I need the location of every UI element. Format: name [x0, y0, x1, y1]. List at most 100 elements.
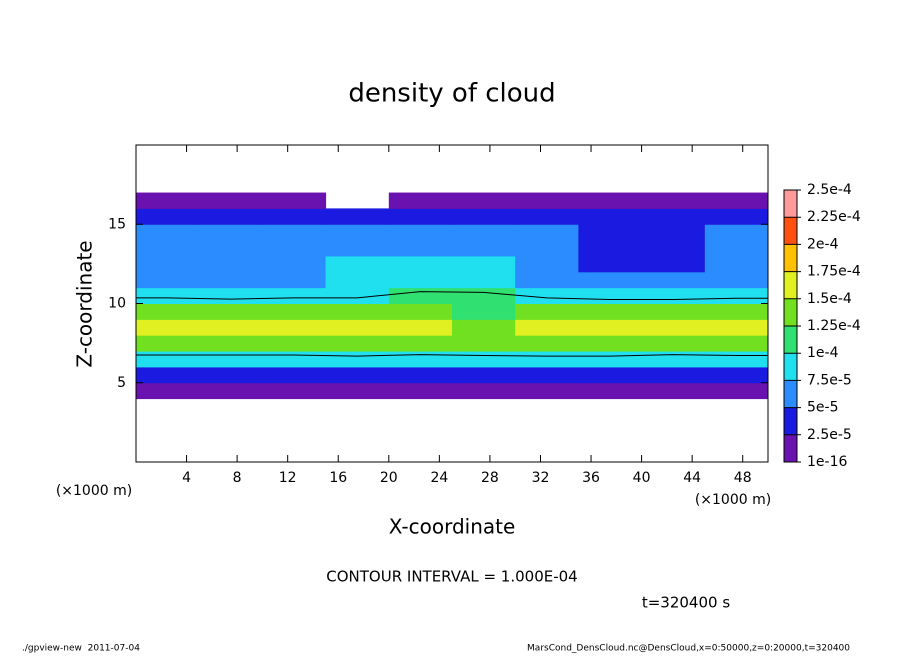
cell — [515, 145, 579, 161]
colorbar-label: 2e-4 — [807, 236, 839, 252]
cell — [136, 287, 200, 304]
cell — [452, 161, 516, 177]
cell — [452, 177, 516, 193]
cell — [578, 382, 643, 400]
cell — [578, 446, 642, 462]
cell — [389, 161, 453, 177]
cell — [705, 414, 769, 430]
cell — [199, 414, 263, 430]
cell — [326, 446, 390, 462]
cell — [641, 303, 706, 320]
cell — [578, 240, 643, 257]
cell — [199, 287, 263, 304]
cell — [641, 208, 706, 225]
cell — [452, 208, 516, 225]
cell — [199, 177, 263, 193]
cell — [515, 303, 579, 320]
x-unit: (×1000 m) — [695, 492, 771, 508]
footer-right: MarsCond_DensCloud.nc@DensCloud,x=0:5000… — [527, 644, 850, 654]
cell — [325, 303, 390, 320]
cell — [515, 414, 579, 430]
x-tick-label: 8 — [233, 470, 242, 486]
cell — [515, 208, 579, 225]
cell — [136, 192, 200, 209]
y-tick-label: 5 — [117, 375, 126, 391]
cell — [199, 366, 263, 384]
cell — [199, 319, 263, 336]
cell — [704, 208, 769, 225]
cell — [199, 382, 263, 400]
cell — [578, 255, 643, 273]
y-unit: (×1000 m) — [56, 483, 132, 499]
cell — [262, 446, 326, 462]
cell — [641, 319, 706, 336]
cell — [515, 271, 579, 289]
cell — [199, 446, 263, 462]
cell — [199, 335, 263, 352]
cell — [578, 192, 643, 209]
cell — [452, 382, 516, 400]
y-tick-label: 15 — [108, 216, 126, 232]
cell — [704, 224, 769, 241]
colorbar-band — [784, 407, 797, 435]
cell — [325, 382, 390, 400]
colorbar-band — [784, 271, 797, 299]
cell — [325, 208, 390, 225]
x-tick-label: 28 — [481, 470, 499, 486]
cell — [389, 446, 453, 462]
cell — [262, 255, 327, 273]
cell — [704, 351, 769, 368]
cell — [262, 161, 326, 177]
y-tick-label: 10 — [108, 296, 126, 312]
cell — [641, 351, 706, 368]
x-tick-label: 36 — [582, 470, 600, 486]
cell — [389, 414, 453, 430]
cell — [642, 430, 706, 446]
cell — [452, 399, 516, 415]
cell — [389, 145, 453, 161]
cell — [515, 177, 579, 193]
cell — [641, 224, 706, 241]
colorbar-label: 1.25e-4 — [807, 318, 861, 334]
cell — [578, 430, 642, 446]
cell — [641, 271, 706, 289]
cell — [326, 193, 390, 209]
cell — [262, 192, 327, 209]
cell — [704, 287, 769, 304]
cell — [136, 271, 200, 289]
cell — [136, 366, 200, 384]
cell — [388, 319, 453, 336]
cell — [388, 382, 453, 400]
cell — [262, 271, 327, 289]
cell — [326, 430, 390, 446]
cell — [515, 192, 579, 209]
cell — [578, 351, 643, 368]
cell — [452, 192, 516, 209]
cell — [452, 366, 516, 384]
cell — [704, 240, 769, 257]
contour-interval: CONTOUR INTERVAL = 1.000E-04 — [326, 568, 577, 586]
cell — [452, 303, 516, 320]
cell — [136, 145, 200, 161]
colorbar-band — [784, 298, 797, 326]
cell — [136, 303, 200, 320]
cell — [388, 366, 453, 384]
cell — [199, 161, 263, 177]
cell — [515, 161, 579, 177]
cell — [199, 145, 263, 161]
cell — [515, 335, 579, 352]
cell — [704, 335, 769, 352]
cell — [136, 224, 200, 241]
cell — [136, 446, 200, 462]
cell — [199, 192, 263, 209]
cell — [388, 208, 453, 225]
x-tick-label: 4 — [182, 470, 191, 486]
cell — [452, 319, 516, 336]
colorbar-label: 1.5e-4 — [807, 291, 852, 307]
cell — [515, 366, 579, 384]
cell — [262, 366, 327, 384]
cell — [641, 255, 706, 273]
cell — [704, 382, 769, 400]
cell — [199, 255, 263, 273]
cell — [199, 430, 263, 446]
